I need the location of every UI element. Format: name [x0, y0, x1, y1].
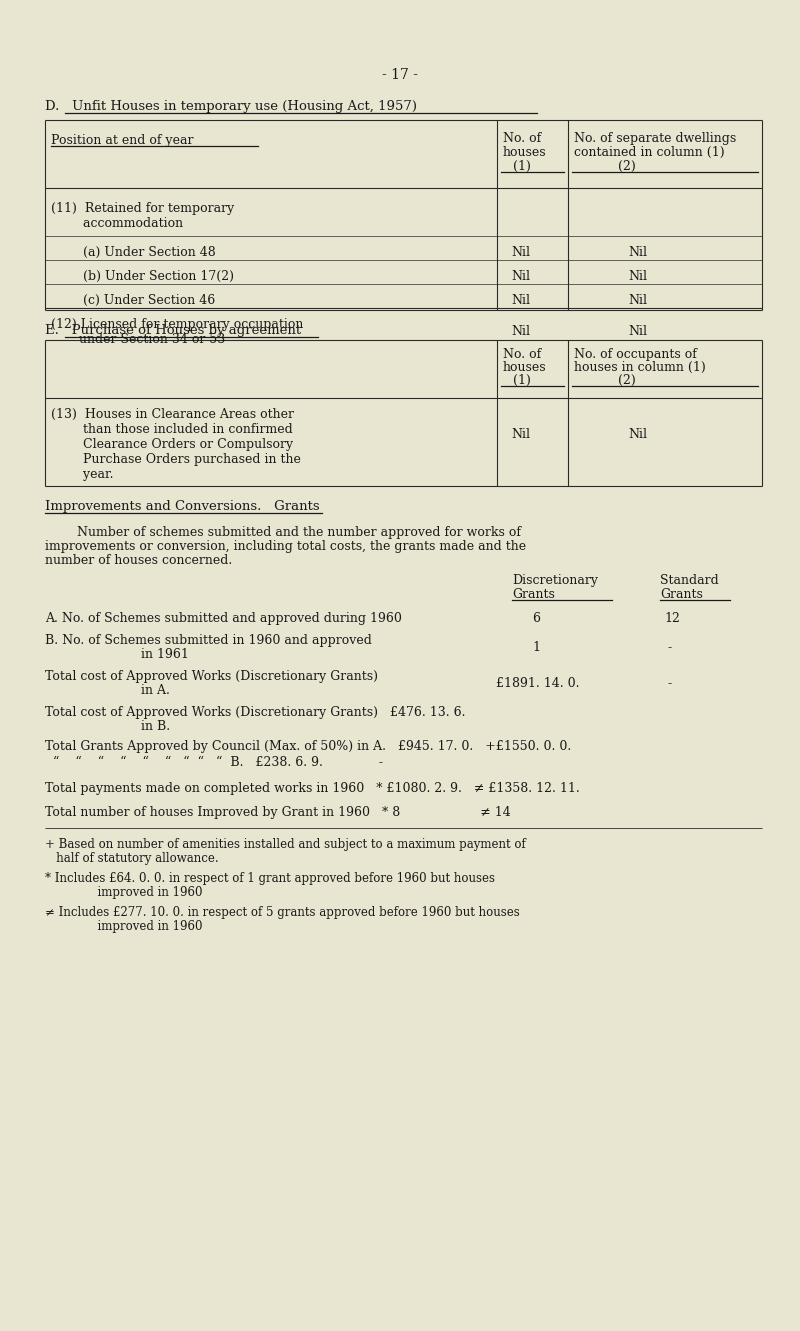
Text: + Based on number of amenities installed and subject to a maximum payment of: + Based on number of amenities installed… — [45, 839, 526, 851]
Text: No. of separate dwellings: No. of separate dwellings — [574, 132, 736, 145]
Text: contained in column (1): contained in column (1) — [574, 146, 725, 158]
Text: Number of schemes submitted and the number approved for works of: Number of schemes submitted and the numb… — [45, 526, 521, 539]
Text: 6: 6 — [532, 612, 540, 626]
Text: (11)  Retained for temporary: (11) Retained for temporary — [51, 202, 234, 216]
Text: Total Grants Approved by Council (Max. of 50%) in A.   £945. 17. 0.   +£1550. 0.: Total Grants Approved by Council (Max. o… — [45, 740, 571, 753]
Text: * Includes £64. 0. 0. in respect of 1 grant approved before 1960 but houses: * Includes £64. 0. 0. in respect of 1 gr… — [45, 872, 495, 885]
Text: accommodation: accommodation — [51, 217, 183, 230]
Text: (b) Under Section 17(2): (b) Under Section 17(2) — [51, 270, 234, 284]
Text: improved in 1960: improved in 1960 — [45, 920, 202, 933]
Text: (12) Licensed for temporary occupation: (12) Licensed for temporary occupation — [51, 318, 303, 331]
Text: (13)  Houses in Clearance Areas other: (13) Houses in Clearance Areas other — [51, 409, 294, 421]
Text: Nil: Nil — [628, 429, 647, 441]
Text: in 1961: in 1961 — [45, 648, 189, 662]
Text: Nil: Nil — [628, 325, 647, 338]
Text: Standard: Standard — [660, 574, 718, 587]
Text: No. of: No. of — [503, 347, 542, 361]
Text: - 17 -: - 17 - — [382, 68, 418, 83]
Text: in B.: in B. — [45, 720, 170, 733]
Text: (a) Under Section 48: (a) Under Section 48 — [51, 246, 216, 260]
Text: Nil: Nil — [511, 325, 530, 338]
Text: Nil: Nil — [511, 294, 530, 307]
Text: (2): (2) — [618, 374, 636, 387]
Text: Nil: Nil — [511, 270, 530, 284]
Text: half of statutory allowance.: half of statutory allowance. — [45, 852, 218, 865]
Text: 1: 1 — [532, 642, 540, 654]
Text: (c) Under Section 46: (c) Under Section 46 — [51, 294, 215, 307]
Text: A. No. of Schemes submitted and approved during 1960: A. No. of Schemes submitted and approved… — [45, 612, 402, 626]
Text: Grants: Grants — [512, 588, 555, 602]
Text: Grants: Grants — [660, 588, 703, 602]
Text: Nil: Nil — [511, 429, 530, 441]
Text: houses: houses — [503, 146, 546, 158]
Text: (1): (1) — [513, 374, 531, 387]
Text: than those included in confirmed: than those included in confirmed — [51, 423, 293, 437]
Text: number of houses concerned.: number of houses concerned. — [45, 554, 232, 567]
Text: Nil: Nil — [628, 270, 647, 284]
Text: year.: year. — [51, 469, 114, 480]
Text: -: - — [668, 642, 672, 654]
Text: No. of: No. of — [503, 132, 542, 145]
Text: houses: houses — [503, 361, 546, 374]
Text: Nil: Nil — [511, 246, 530, 260]
Text: -: - — [668, 677, 672, 689]
Text: Position at end of year: Position at end of year — [51, 134, 194, 146]
Text: No. of occupants of: No. of occupants of — [574, 347, 697, 361]
Text: E.   Purchase of Houses by agreement: E. Purchase of Houses by agreement — [45, 323, 301, 337]
Text: Discretionary: Discretionary — [512, 574, 598, 587]
Text: improvements or conversion, including total costs, the grants made and the: improvements or conversion, including to… — [45, 540, 526, 552]
Text: houses in column (1): houses in column (1) — [574, 361, 706, 374]
Text: Nil: Nil — [628, 246, 647, 260]
Text: improved in 1960: improved in 1960 — [45, 886, 202, 898]
Text: Total cost of Approved Works (Discretionary Grants)   £476. 13. 6.: Total cost of Approved Works (Discretion… — [45, 705, 466, 719]
Text: Total cost of Approved Works (Discretionary Grants): Total cost of Approved Works (Discretion… — [45, 669, 378, 683]
Text: (1): (1) — [513, 160, 531, 173]
Text: Purchase Orders purchased in the: Purchase Orders purchased in the — [51, 453, 301, 466]
Text: Total number of houses Improved by Grant in 1960   * 8                    ≠ 14: Total number of houses Improved by Grant… — [45, 807, 510, 819]
Text: Total payments made on completed works in 1960   * £1080. 2. 9.   ≠ £1358. 12. 1: Total payments made on completed works i… — [45, 783, 580, 795]
Text: under Section 34 or 53: under Section 34 or 53 — [51, 333, 226, 346]
Text: D.   Unfit Houses in temporary use (Housing Act, 1957): D. Unfit Houses in temporary use (Housin… — [45, 100, 417, 113]
Text: Improvements and Conversions.   Grants: Improvements and Conversions. Grants — [45, 500, 320, 512]
Text: Nil: Nil — [628, 294, 647, 307]
Text: “    “    “    “    “    “   “  “   “  B.   £238. 6. 9.              -: “ “ “ “ “ “ “ “ “ B. £238. 6. 9. - — [45, 756, 383, 769]
Text: (2): (2) — [618, 160, 636, 173]
Text: B. No. of Schemes submitted in 1960 and approved: B. No. of Schemes submitted in 1960 and … — [45, 634, 372, 647]
Text: in A.: in A. — [45, 684, 170, 697]
Text: Clearance Orders or Compulsory: Clearance Orders or Compulsory — [51, 438, 293, 451]
Text: £1891. 14. 0.: £1891. 14. 0. — [496, 677, 579, 689]
Text: ≠ Includes £277. 10. 0. in respect of 5 grants approved before 1960 but houses: ≠ Includes £277. 10. 0. in respect of 5 … — [45, 906, 520, 918]
Text: 12: 12 — [664, 612, 680, 626]
